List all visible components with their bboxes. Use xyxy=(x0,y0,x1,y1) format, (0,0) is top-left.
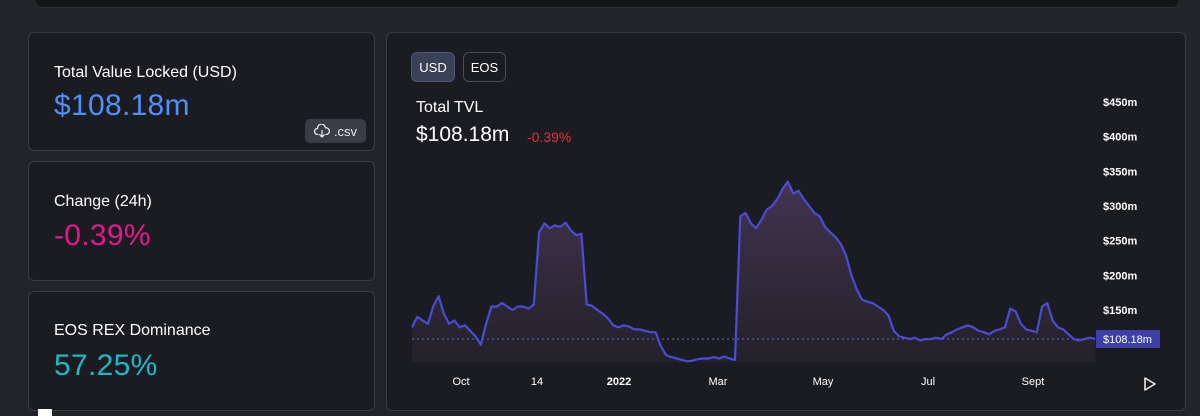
top-bar xyxy=(0,0,1200,18)
play-icon[interactable] xyxy=(1143,376,1157,392)
tvl-value: $108.18m xyxy=(54,89,190,122)
y-tick-label: $300m xyxy=(1103,201,1137,213)
x-tick-label: 14 xyxy=(531,376,543,388)
y-tick-label: $250m xyxy=(1103,236,1137,248)
tvl-chart-panel: USD EOS Total TVL $108.18m -0.39% $150m $… xyxy=(386,32,1186,411)
x-tick-label: Jul xyxy=(921,376,935,388)
y-tick-label: $400m xyxy=(1103,132,1137,144)
x-tick-label: Sept xyxy=(1022,376,1045,388)
x-tick-label: May xyxy=(813,376,834,388)
csv-label: .csv xyxy=(333,123,358,139)
y-tick-label: $200m xyxy=(1103,270,1137,282)
x-tick-label: Mar xyxy=(709,376,728,388)
bottom-edge-marker xyxy=(38,409,52,416)
tvl-card: Total Value Locked (USD) $108.18m .csv xyxy=(28,32,375,151)
x-tick-label: 2022 xyxy=(607,376,631,388)
change-value: -0.39% xyxy=(54,219,151,252)
change-label: Change (24h) xyxy=(54,193,152,210)
dominance-label: EOS REX Dominance xyxy=(54,322,211,339)
current-value-tag xyxy=(1096,329,1160,348)
tvl-area-fill xyxy=(412,181,1095,362)
download-csv-button[interactable]: .csv xyxy=(305,119,366,143)
change-card: Change (24h) -0.39% xyxy=(28,161,375,281)
usd-toggle-button[interactable]: USD xyxy=(411,52,455,82)
chart-title: Total TVL xyxy=(416,99,484,116)
top-bar-strip xyxy=(34,0,1180,8)
chart-change-value: -0.39% xyxy=(527,129,572,145)
eos-toggle-button[interactable]: EOS xyxy=(463,52,506,82)
tvl-label: Total Value Locked (USD) xyxy=(54,64,237,81)
dominance-card: EOS REX Dominance 57.25% xyxy=(28,291,375,411)
cloud-download-icon xyxy=(313,124,330,138)
y-tick-label: $450m xyxy=(1103,97,1137,109)
tvl-series-line xyxy=(411,180,1096,363)
chart-current-value: $108.18m xyxy=(416,123,510,146)
current-value-tag-label: $108.18m xyxy=(1103,334,1152,346)
tvl-area-chart[interactable]: $150m $200m $250m $300m $350m $400m $450m $108.… xyxy=(387,33,1185,410)
y-tick-label: $350m xyxy=(1103,166,1137,178)
x-tick-label: Oct xyxy=(452,376,469,388)
dominance-value: 57.25% xyxy=(54,349,158,382)
y-tick-label: $150m xyxy=(1103,305,1137,317)
